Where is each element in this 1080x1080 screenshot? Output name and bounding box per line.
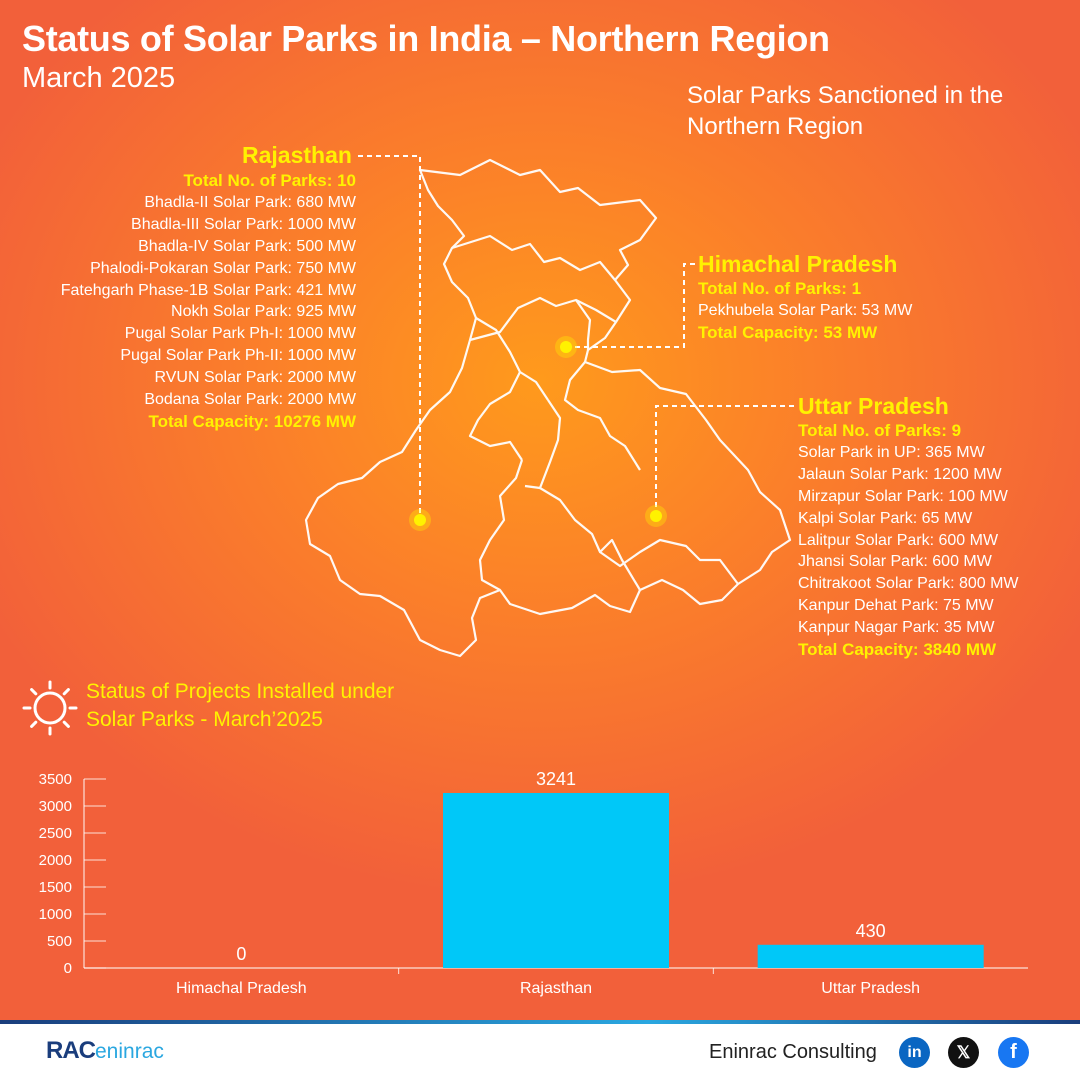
marker-rajasthan — [414, 514, 426, 526]
y-tick-label: 3500 — [39, 771, 72, 788]
border-up-west — [563, 361, 641, 471]
y-tick-label: 3000 — [39, 798, 72, 815]
chart-title-line-2: Solar Parks - March’2025 — [86, 708, 323, 731]
himachal-list: Total No. of Parks: 1 Pekhubela Solar Pa… — [698, 278, 912, 344]
leader-rajasthan — [358, 155, 421, 520]
list-item: Jhansi Solar Park: 600 MW — [798, 553, 992, 571]
list-item: RVUN Solar Park: 2000 MW — [154, 369, 356, 387]
company-name: Eninrac Consulting — [709, 1041, 877, 1063]
border-up-mp — [539, 487, 641, 591]
x-tick-label: Himachal Pradesh — [176, 980, 307, 997]
list-item: Fatehgarh Phase-1B Solar Park: 421 MW — [60, 281, 356, 299]
list-item: Chitrakoot Solar Park: 800 MW — [798, 575, 1019, 593]
chart-title: Status of Projects Installed under Solar… — [86, 678, 394, 734]
list-item: Kalpi Solar Park: 65 MW — [798, 509, 973, 527]
data-label: 0 — [236, 944, 246, 964]
y-tick-label: 1500 — [39, 879, 72, 896]
list-item: Mirzapur Solar Park: 100 MW — [798, 487, 1008, 505]
border-himachal — [469, 296, 617, 342]
list-item: Phalodi-Pokaran Solar Park: 750 MW — [90, 259, 356, 277]
list-item: Kanpur Dehat Park: 75 MW — [798, 597, 994, 615]
rajasthan-total-parks: Total No. of Parks: 10 — [183, 171, 356, 190]
rajasthan-total-capacity: Total Capacity: 10276 MW — [148, 411, 356, 431]
uttar-total-capacity: Total Capacity: 3840 MW — [798, 640, 997, 660]
uttar-total-parks: Total No. of Parks: 9 — [798, 421, 962, 440]
map-title-line-2: Northern Region — [687, 113, 864, 140]
chart-title-line-1: Status of Projects Installed under — [86, 680, 395, 703]
list-item: Pugal Solar Park Ph-II: 1000 MW — [120, 347, 356, 365]
sun-icon — [22, 680, 78, 736]
list-item: Pekhubela Solar Park: 53 MW — [698, 301, 913, 319]
leader-himachal — [566, 263, 696, 348]
list-item: Jalaun Solar Park: 1200 MW — [798, 465, 1002, 483]
map-title-line-1: Solar Parks Sanctioned in the — [687, 82, 1004, 109]
page-title: Status of Solar Parks in India – Norther… — [22, 18, 830, 59]
list-item: Bhadla-IV Solar Park: 500 MW — [138, 237, 356, 255]
x-icon[interactable]: 𝕏 — [948, 1037, 979, 1068]
x-tick-label: Rajasthan — [520, 980, 592, 997]
linkedin-icon[interactable]: in — [899, 1037, 930, 1068]
brand-logo-rac: RAC — [46, 1037, 96, 1064]
data-label: 3241 — [536, 769, 576, 789]
map-outline — [304, 158, 792, 658]
list-item: Pugal Solar Park Ph-I: 1000 MW — [124, 325, 356, 343]
list-item: Bhadla-III Solar Park: 1000 MW — [131, 215, 356, 233]
y-tick-label: 1000 — [39, 906, 72, 923]
footer-divider — [0, 1020, 1080, 1024]
himachal-total-parks: Total No. of Parks: 1 — [698, 279, 862, 298]
marker-himachal — [560, 341, 572, 353]
list-item: Lalitpur Solar Park: 600 MW — [798, 531, 999, 549]
list-item: Bodana Solar Park: 2000 MW — [144, 391, 356, 409]
brand-logo[interactable]: RACeninrac — [46, 1037, 164, 1065]
brand-logo-eninrac: eninrac — [95, 1040, 164, 1063]
x-tick-label: Uttar Pradesh — [821, 980, 920, 997]
border-south — [599, 538, 739, 585]
y-tick-label: 500 — [47, 933, 72, 950]
rajasthan-list: Total No. of Parks: 10 Bhadla-II Solar P… — [61, 170, 356, 433]
marker-uttar — [650, 510, 662, 522]
list-item: Bhadla-II Solar Park: 680 MW — [144, 193, 356, 211]
y-tick-label: 0 — [64, 960, 72, 977]
leader-uttar — [655, 405, 796, 516]
border-rj-mp — [478, 459, 524, 591]
list-item: Kanpur Nagar Park: 35 MW — [798, 619, 995, 637]
bar — [757, 944, 984, 968]
border-jk — [451, 234, 616, 281]
bar — [443, 792, 669, 968]
y-tick-label: 2500 — [39, 825, 72, 842]
uttar-list: Total No. of Parks: 9 Solar Park in UP: … — [798, 420, 1019, 661]
himachal-heading: Himachal Pradesh — [698, 251, 898, 277]
rajasthan-heading: Rajasthan — [242, 142, 352, 168]
border-haryana — [468, 371, 523, 461]
uttar-heading: Uttar Pradesh — [798, 393, 949, 419]
list-item: Nokh Solar Park: 925 MW — [171, 303, 356, 321]
page-subtitle: March 2025 — [22, 62, 176, 94]
list-item: Solar Park in UP: 365 MW — [798, 443, 985, 461]
facebook-icon[interactable]: f — [998, 1037, 1029, 1068]
data-label: 430 — [856, 921, 886, 941]
y-tick-label: 2000 — [39, 852, 72, 869]
border-punjab — [475, 317, 549, 401]
map-title: Solar Parks Sanctioned in the Northern R… — [687, 80, 1003, 142]
border-delhi — [524, 399, 562, 490]
himachal-total-capacity: Total Capacity: 53 MW — [698, 322, 878, 342]
border-uk — [575, 299, 592, 350]
